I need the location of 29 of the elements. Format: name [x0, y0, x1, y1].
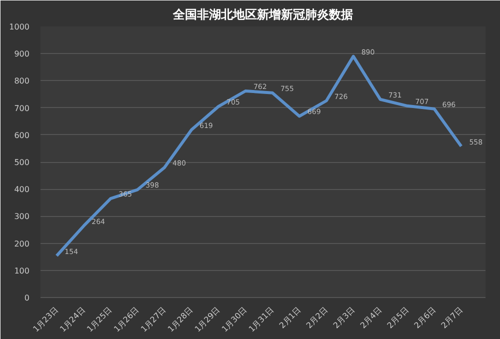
y-tick-label: 1000: [9, 22, 30, 32]
x-tick-label: 1月26日: [112, 305, 141, 334]
y-tick-label: 500: [14, 158, 30, 167]
x-tick-label: 1月29日: [193, 305, 222, 334]
x-tick-label: 2月6日: [412, 305, 438, 330]
x-tick-label: 1月24日: [58, 305, 87, 334]
y-tick-label: 300: [14, 212, 30, 222]
x-tick-label: 1月28日: [166, 305, 195, 334]
y-tick-label: 0: [24, 294, 30, 302]
x-tick-label: 1月23日: [31, 305, 60, 334]
y-tick-label: 700: [14, 104, 30, 113]
x-tick-label: 1月25日: [85, 305, 114, 334]
x-tick-label: 2月4日: [358, 305, 384, 330]
chart-title: 全国非湖北地区新增新冠肺炎数据: [172, 8, 353, 22]
x-tick-label: 1月31日: [247, 305, 276, 334]
y-tick-label: 600: [14, 130, 30, 140]
y-tick-label: 400: [14, 185, 30, 194]
x-tick-label: 2月1日: [278, 305, 303, 330]
y-tick-label: 900: [14, 50, 30, 59]
x-tick-label: 1月30日: [220, 305, 249, 334]
x-tick-label: 2月2日: [304, 305, 330, 330]
x-tick-label: 2月5日: [386, 305, 410, 330]
y-tick-label: 800: [14, 76, 30, 86]
y-tick-label: 200: [14, 239, 30, 248]
line-series: [55, 54, 463, 258]
x-tick-label: 1月27日: [139, 305, 168, 334]
y-tick-label: 100: [14, 266, 30, 276]
x-tick-label: 2月3日: [332, 305, 357, 330]
x-tick-label: 2月7日: [440, 305, 464, 330]
